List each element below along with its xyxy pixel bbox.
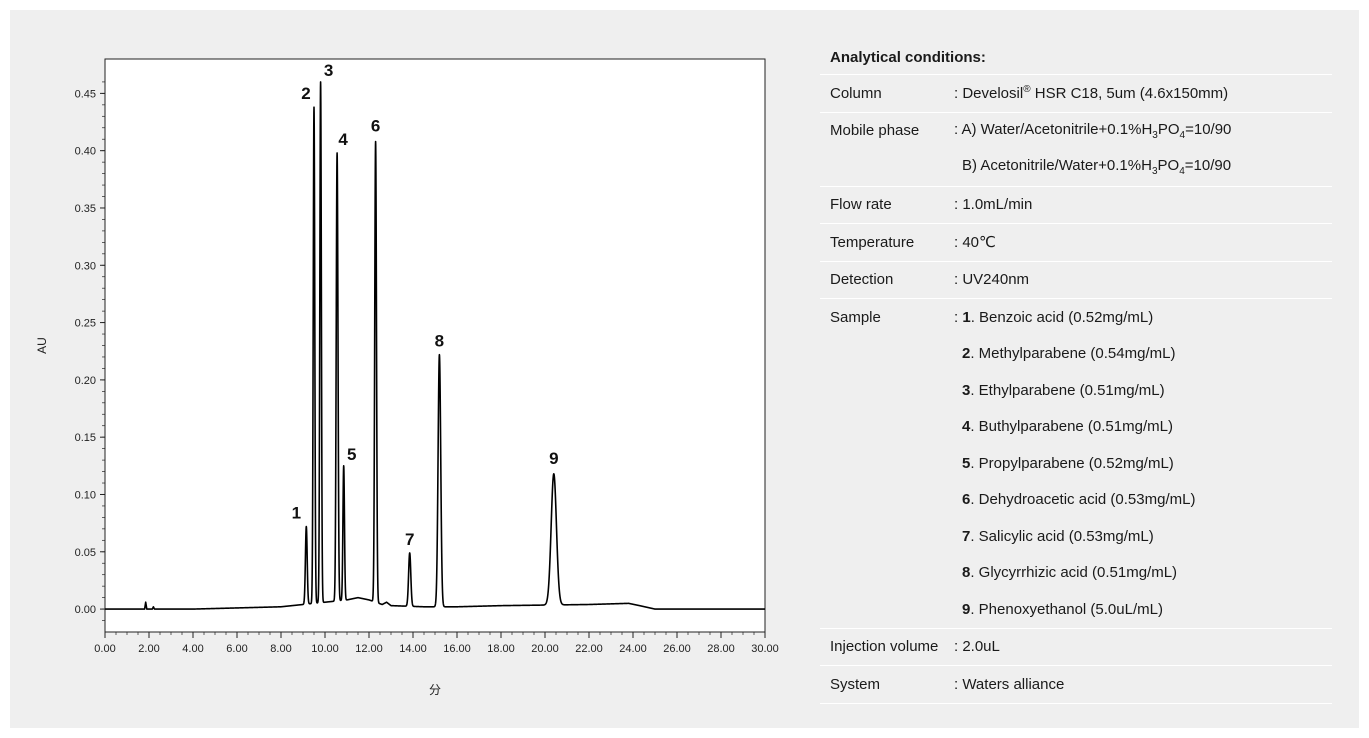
injection-volume-label: Injection volume	[830, 638, 954, 655]
sample-item: 6. Dehydroacetic acid (0.53mg/mL)	[954, 491, 1195, 508]
chromatogram-chart: 0.00 0.05 0.10 0.15 0.20 0.25 0.30 0.35 0.40 0.45…	[0, 0, 800, 738]
peak-label: 9	[549, 449, 558, 468]
y-tick-label: 0.45	[75, 88, 96, 100]
peak-label: 7	[405, 530, 414, 549]
sample-item: : 1. Benzoic acid (0.52mg/mL)	[954, 309, 1153, 326]
injection-volume-value: : 2.0uL	[954, 638, 1000, 655]
temperature-row: Temperature : 40℃	[820, 224, 1332, 262]
system-value: : Waters alliance	[954, 676, 1064, 693]
x-tick-label: 6.00	[226, 643, 247, 655]
mobile-phase-a: : A) Water/Acetonitrile+0.1%H3PO4=10/90	[954, 121, 1231, 141]
y-tick-label: 0.00	[75, 604, 96, 616]
detection-row: Detection : UV240nm	[820, 262, 1332, 300]
x-tick-label: 28.00	[707, 643, 735, 655]
analytical-conditions-table: Analytical conditions: Column : Develosi…	[820, 42, 1332, 704]
x-tick-label: 8.00	[270, 643, 291, 655]
peak-label: 1	[292, 504, 301, 523]
sample-row: Sample: 1. Benzoic acid (0.52mg/mL) 2. Me…	[820, 299, 1332, 629]
sample-item: 2. Methylparabene (0.54mg/mL)	[954, 345, 1175, 362]
temperature-label: Temperature	[830, 234, 954, 251]
column-value: : Develosil® HSR C18, 5um (4.6x150mm)	[954, 84, 1228, 102]
sample-label: Sample	[830, 309, 954, 326]
x-tick-label: 0.00	[94, 643, 115, 655]
y-tick-label: 0.10	[75, 489, 96, 501]
sample-item: 4. Buthylparabene (0.51mg/mL)	[954, 418, 1173, 435]
x-tick-label: 10.00	[311, 643, 339, 655]
peak-label: 3	[324, 61, 333, 80]
system-row: System : Waters alliance	[820, 666, 1332, 704]
flow-rate-row: Flow rate : 1.0mL/min	[820, 187, 1332, 225]
column-row: Column : Develosil® HSR C18, 5um (4.6x15…	[820, 75, 1332, 113]
x-tick-label: 26.00	[663, 643, 691, 655]
x-tick-label: 16.00	[443, 643, 471, 655]
x-tick-label: 30.00	[751, 643, 779, 655]
mobile-phase-row: Mobile phase : A) Water/Acetonitrile+0.1…	[820, 113, 1332, 187]
flow-rate-label: Flow rate	[830, 196, 954, 213]
peak-label: 8	[435, 332, 444, 351]
conditions-title: Analytical conditions:	[820, 42, 1332, 75]
x-tick-label: 12.00	[355, 643, 383, 655]
y-tick-label: 0.20	[75, 375, 96, 387]
x-tick-label: 18.00	[487, 643, 515, 655]
detection-value: : UV240nm	[954, 271, 1029, 288]
sample-item: 7. Salicylic acid (0.53mg/mL)	[954, 528, 1154, 545]
injection-volume-row: Injection volume : 2.0uL	[820, 629, 1332, 667]
y-tick-label: 0.30	[75, 260, 96, 272]
system-label: System	[830, 676, 954, 693]
peak-label: 5	[347, 445, 356, 464]
detection-label: Detection	[830, 271, 954, 288]
peak-label: 6	[371, 117, 380, 136]
x-tick-label: 2.00	[138, 643, 159, 655]
mobile-phase-b: B) Acetonitrile/Water+0.1%H3PO4=10/90	[954, 157, 1231, 177]
temperature-value: : 40℃	[954, 233, 996, 251]
x-tick-label: 20.00	[531, 643, 559, 655]
sample-item: 8. Glycyrrhizic acid (0.51mg/mL)	[954, 564, 1177, 581]
x-tick-label: 4.00	[182, 643, 203, 655]
peak-label: 2	[301, 84, 310, 103]
column-label: Column	[830, 85, 954, 102]
mobile-phase-label: Mobile phase	[830, 122, 954, 139]
y-axis-label: AU	[35, 337, 49, 354]
x-tick-label: 22.00	[575, 643, 603, 655]
flow-rate-value: : 1.0mL/min	[954, 196, 1032, 213]
x-axis-label: 分	[429, 683, 441, 697]
x-tick-label: 14.00	[399, 643, 427, 655]
y-tick-label: 0.15	[75, 432, 96, 444]
y-tick-label: 0.25	[75, 318, 96, 330]
y-tick-label: 0.40	[75, 146, 96, 158]
x-tick-label: 24.00	[619, 643, 647, 655]
y-tick-label: 0.35	[75, 203, 96, 215]
y-tick-label: 0.05	[75, 547, 96, 559]
sample-item: 5. Propylparabene (0.52mg/mL)	[954, 455, 1174, 472]
peak-label: 4	[338, 130, 348, 149]
sample-item: 3. Ethylparabene (0.51mg/mL)	[954, 382, 1165, 399]
sample-item: 9. Phenoxyethanol (5.0uL/mL)	[954, 601, 1163, 618]
